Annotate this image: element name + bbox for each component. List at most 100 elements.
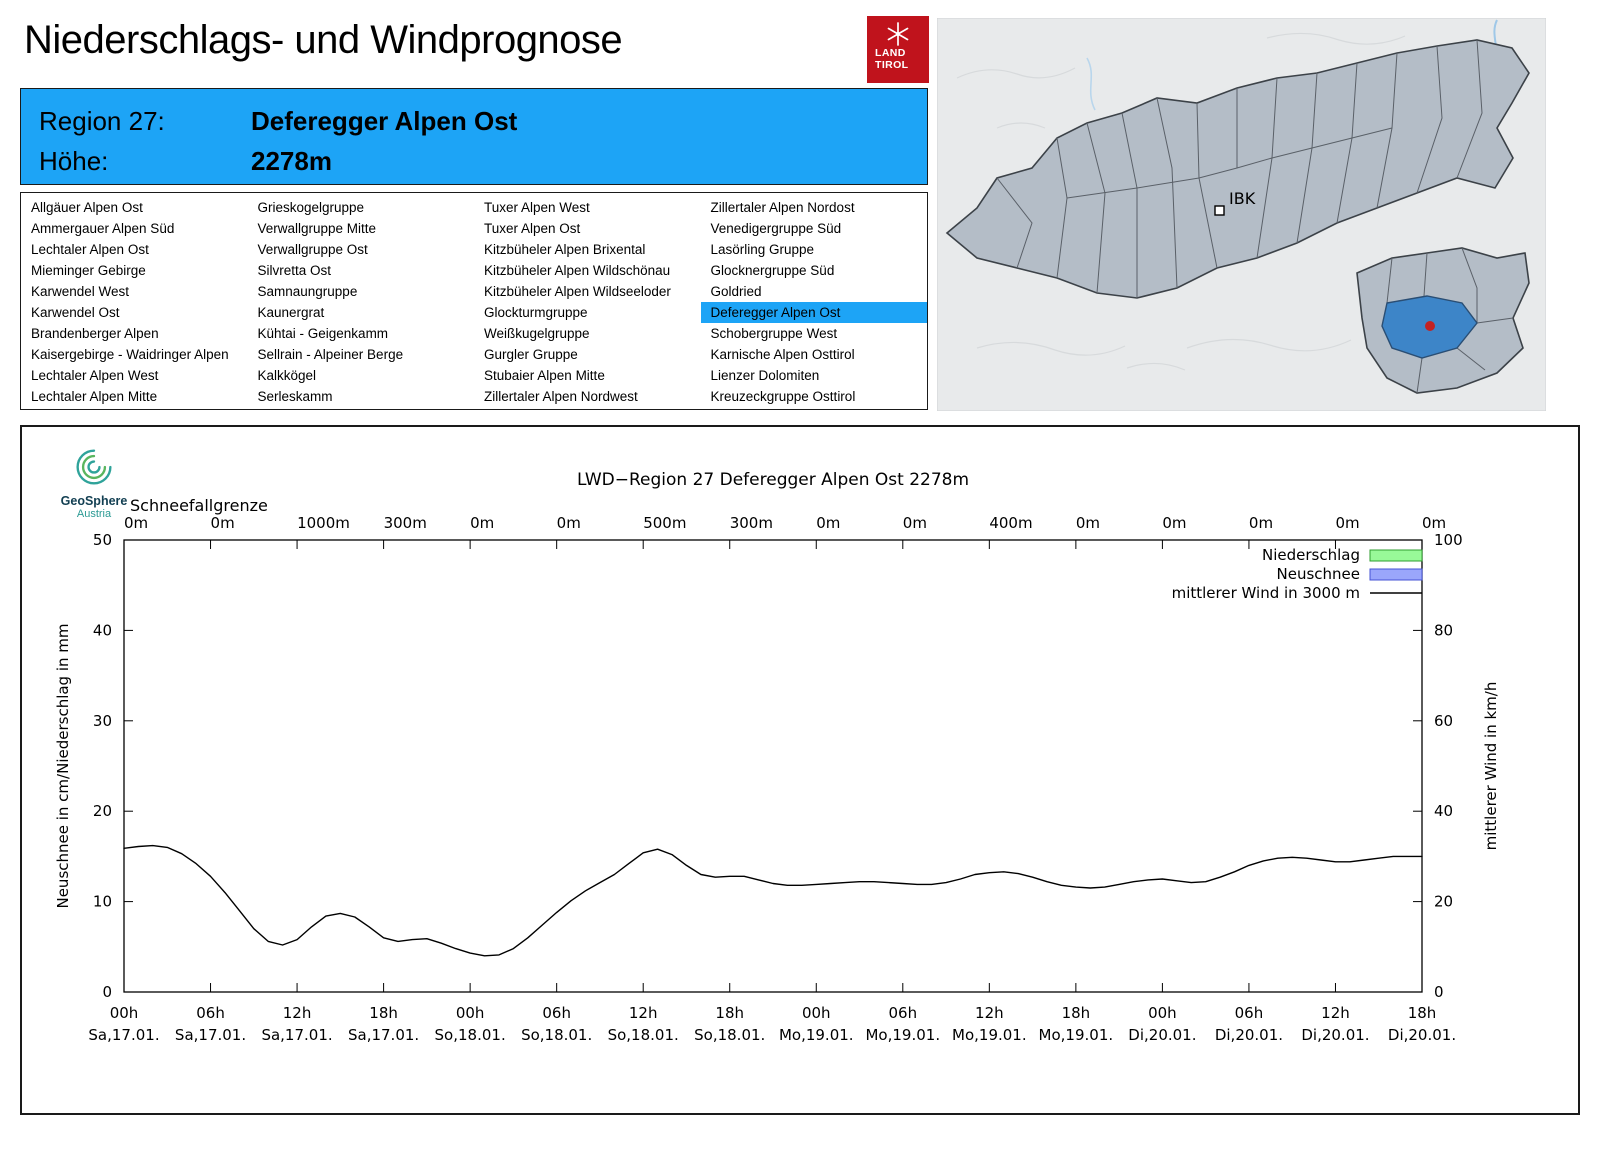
region-item[interactable]: Lasörling Gruppe bbox=[710, 242, 815, 257]
region-item[interactable]: Zillertaler Alpen Nordwest bbox=[484, 389, 638, 404]
region-item[interactable]: Kalkkögel bbox=[257, 368, 317, 383]
x-tick-day-label: Mo,19.01. bbox=[952, 1026, 1027, 1044]
x-tick-day-label: So,18.01. bbox=[435, 1026, 506, 1044]
region-item[interactable]: Tuxer Alpen Ost bbox=[484, 221, 581, 236]
region-item[interactable]: Kühtai - Geigenkamm bbox=[257, 326, 389, 341]
x-tick-hour-label: 12h bbox=[283, 1004, 312, 1022]
region-item[interactable]: Kaunergrat bbox=[257, 305, 325, 320]
x-tick-day-label: Sa,17.01. bbox=[175, 1026, 246, 1044]
y-tick-label: 50 bbox=[93, 531, 112, 549]
schneefallgrenze-value: 400m bbox=[989, 514, 1032, 532]
region-name: Deferegger Alpen Ost bbox=[251, 105, 518, 136]
region-item[interactable]: Goldried bbox=[710, 284, 762, 299]
geosphere-sub: Austria bbox=[76, 508, 112, 520]
region-item[interactable]: Karwendel Ost bbox=[31, 305, 120, 320]
north-tirol-region[interactable] bbox=[945, 39, 1530, 299]
schneefallgrenze-value: 300m bbox=[384, 514, 427, 532]
region-item[interactable]: Samnaungruppe bbox=[257, 284, 358, 299]
land-tirol-logo: LAND TIROL bbox=[867, 16, 929, 83]
x-tick-hour-label: 00h bbox=[802, 1004, 831, 1022]
schneefallgrenze-value: 1000m bbox=[297, 514, 350, 532]
region-item[interactable]: Sellrain - Alpeiner Berge bbox=[257, 347, 404, 362]
region-item[interactable]: Verwallgruppe Mitte bbox=[257, 221, 377, 236]
region-item[interactable]: Schobergruppe West bbox=[710, 326, 838, 341]
geosphere-logo: GeoSphere Austria bbox=[56, 447, 132, 520]
region-item[interactable]: Karwendel West bbox=[31, 284, 130, 299]
legend-swatch bbox=[1369, 549, 1423, 562]
subregion-borders bbox=[996, 39, 1483, 298]
y2-tick-label: 60 bbox=[1434, 712, 1453, 730]
region-item[interactable]: Lechtaler Alpen West bbox=[31, 368, 159, 383]
region-item[interactable]: Kaisergebirge - Waidringer Alpen bbox=[31, 347, 229, 362]
y-tick-label: 20 bbox=[93, 802, 112, 820]
y-tick-label: 30 bbox=[93, 712, 112, 730]
region-item[interactable]: Brandenberger Alpen bbox=[31, 326, 159, 341]
region-item[interactable]: Gurgler Gruppe bbox=[484, 347, 578, 362]
region-item[interactable]: Tuxer Alpen West bbox=[484, 200, 590, 215]
region-item[interactable]: Verwallgruppe Ost bbox=[257, 242, 368, 257]
x-tick-day-label: Di,20.01. bbox=[1215, 1026, 1283, 1044]
region-item[interactable]: Allgäuer Alpen Ost bbox=[31, 200, 143, 215]
legend-label: Niederschlag bbox=[1262, 546, 1360, 564]
x-tick-hour-label: 06h bbox=[1235, 1004, 1264, 1022]
x-tick-hour-label: 06h bbox=[196, 1004, 225, 1022]
x-tick-hour-label: 00h bbox=[456, 1004, 485, 1022]
region-item[interactable]: Kitzbüheler Alpen Brixental bbox=[484, 242, 646, 257]
x-tick-hour-label: 06h bbox=[889, 1004, 918, 1022]
x-tick-hour-label: 00h bbox=[110, 1004, 139, 1022]
region-item[interactable]: Kitzbüheler Alpen Wildschönau bbox=[484, 263, 671, 278]
x-tick-day-label: Sa,17.01. bbox=[261, 1026, 332, 1044]
region-banner: Region 27: Deferegger Alpen Ost Höhe: 22… bbox=[20, 88, 928, 185]
region-item[interactable]: Kreuzeckgruppe Osttirol bbox=[710, 389, 856, 404]
x-tick-day-label: So,18.01. bbox=[694, 1026, 765, 1044]
region-item[interactable]: Lienzer Dolomiten bbox=[710, 368, 820, 383]
region-item[interactable]: Ammergauer Alpen Süd bbox=[31, 221, 175, 236]
x-tick-day-label: Di,20.01. bbox=[1128, 1026, 1196, 1044]
legend-swatch bbox=[1369, 568, 1423, 581]
x-tick-day-label: Di,20.01. bbox=[1301, 1026, 1369, 1044]
region-column: Tuxer Alpen West Tuxer Alpen Ost Kitzbühel… bbox=[474, 197, 701, 409]
region-item[interactable]: Lechtaler Alpen Mitte bbox=[31, 389, 158, 404]
region-item[interactable]: Silvretta Ost bbox=[257, 263, 332, 278]
region-item[interactable]: Kitzbüheler Alpen Wildseeloder bbox=[484, 284, 671, 299]
region-item-selected[interactable]: Deferegger Alpen Ost bbox=[700, 302, 927, 323]
schneefallgrenze-value: 0m bbox=[557, 514, 581, 532]
region-item[interactable]: Grieskogelgruppe bbox=[257, 200, 365, 215]
region-item[interactable]: Zillertaler Alpen Nordost bbox=[710, 200, 855, 215]
x-tick-day-label: Sa,17.01. bbox=[348, 1026, 419, 1044]
x-tick-hour-label: 06h bbox=[542, 1004, 571, 1022]
region-column: Grieskogelgruppe Verwallgruppe Mitte Verwa… bbox=[248, 197, 475, 409]
region-item[interactable]: Lechtaler Alpen Ost bbox=[31, 242, 149, 257]
plot-border bbox=[123, 539, 1423, 993]
region-item[interactable]: Glockturmgruppe bbox=[484, 305, 588, 320]
altitude-value: 2278m bbox=[251, 145, 332, 176]
region-item[interactable]: Serleskamm bbox=[257, 389, 333, 404]
schneefallgrenze-label: Schneefallgrenze bbox=[130, 496, 268, 515]
legend-label: mittlerer Wind in 3000 m bbox=[1172, 584, 1360, 602]
region-item[interactable]: Glocknergruppe Süd bbox=[710, 263, 835, 278]
region-item[interactable]: Stubaier Alpen Mitte bbox=[484, 368, 605, 383]
map-svg: IBK bbox=[937, 18, 1546, 411]
terrain-texture bbox=[956, 32, 1406, 371]
y2-axis-label: mittlerer Wind in km/h bbox=[1482, 682, 1500, 851]
geosphere-name: GeoSphere bbox=[60, 494, 128, 508]
schneefallgrenze-value: 300m bbox=[730, 514, 773, 532]
schneefallgrenze-value: 0m bbox=[1422, 514, 1446, 532]
region-item[interactable]: Karnische Alpen Osttirol bbox=[710, 347, 855, 362]
region-item[interactable]: Mieminger Gebirge bbox=[31, 263, 146, 278]
forecast-chart: LWD−Region 27 Deferegger Alpen Ost 2278m… bbox=[54, 470, 1500, 1044]
schneefallgrenze-value: 0m bbox=[470, 514, 494, 532]
region-item[interactable]: Weißkugelgruppe bbox=[484, 326, 590, 341]
schneefallgrenze-value: 500m bbox=[643, 514, 686, 532]
y2-tick-label: 20 bbox=[1434, 893, 1453, 911]
x-tick-day-label: So,18.01. bbox=[608, 1026, 679, 1044]
y2-tick-label: 80 bbox=[1434, 621, 1453, 639]
x-tick-day-label: Mo,19.01. bbox=[1039, 1026, 1114, 1044]
ibk-label: IBK bbox=[1229, 189, 1256, 208]
y2-tick-label: 40 bbox=[1434, 802, 1453, 820]
region-item[interactable]: Venedigergruppe Süd bbox=[710, 221, 842, 236]
logo-line1: LAND bbox=[875, 47, 906, 59]
x-tick-hour-label: 18h bbox=[369, 1004, 398, 1022]
logo-line2: TIROL bbox=[875, 59, 909, 71]
schneefallgrenze-value: 0m bbox=[903, 514, 927, 532]
